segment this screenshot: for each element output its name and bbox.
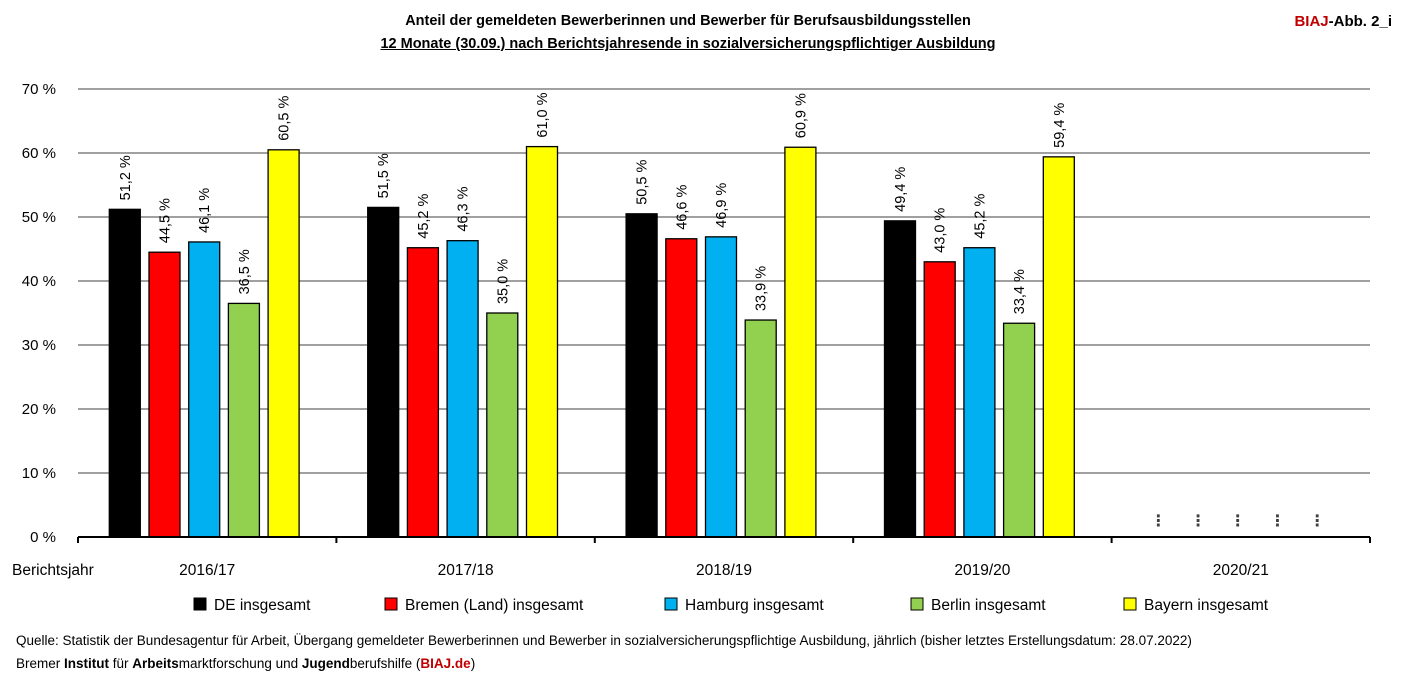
bar — [1002, 322, 1036, 538]
x-tick-label: 2020/21 — [1213, 562, 1269, 579]
source-note: Quelle: Statistik der Bundesagentur für … — [16, 633, 1192, 648]
data-label: 35,0 % — [495, 259, 511, 304]
data-label: 60,9 % — [793, 93, 809, 138]
legend-swatch — [664, 597, 678, 611]
bar — [406, 247, 440, 538]
legend: DE insgesamt Bremen (Land) insgesamt Hambu… — [193, 597, 1269, 614]
title-line-1: Anteil der gemeldeten Bewerberinnen und … — [405, 13, 971, 29]
data-label: 33,4 % — [1012, 269, 1028, 314]
data-label: 49,4 % — [893, 167, 909, 212]
legend-swatch — [910, 597, 924, 611]
x-axis-title: Berichtsjahr — [12, 562, 94, 579]
data-label: 46,9 % — [714, 183, 730, 228]
biaj-link[interactable]: BIAJ.de — [420, 656, 471, 671]
legend-label: Bayern insgesamt — [1144, 597, 1269, 614]
legend-label: DE insgesamt — [214, 597, 311, 614]
y-tick-label: 20 % — [22, 401, 56, 418]
legend-swatch — [1123, 597, 1137, 611]
x-tick-label: 2019/20 — [954, 562, 1010, 579]
legend-label: Berlin insgesamt — [931, 597, 1046, 614]
x-axis: 2016/17 2017/18 2018/19 2019/20 2020/21 Beric… — [12, 536, 1371, 579]
missing-value-marker: ⋮ — [1309, 511, 1325, 530]
data-label: 36,5 % — [237, 249, 253, 294]
chart-title: Anteil der gemeldeten Bewerberinnen und … — [0, 10, 1376, 56]
missing-value-marker: ⋮ — [1230, 511, 1246, 530]
y-tick-label: 60 % — [22, 145, 56, 162]
data-labels: 51,2 % 44,5 % 46,1 % 36,5 % 60,5 % 51,5 % 45,2… — [118, 92, 1325, 530]
data-label: 46,6 % — [674, 185, 690, 230]
y-tick-label: 10 % — [22, 465, 56, 482]
y-tick-label: 40 % — [22, 273, 56, 290]
bar — [227, 302, 261, 538]
x-tick-label: 2017/18 — [438, 562, 494, 579]
figure-badge: BIAJ-Abb. 2_i — [1294, 10, 1392, 33]
data-label: 50,5 % — [635, 160, 651, 205]
bar — [784, 146, 817, 538]
y-tick-label: 30 % — [22, 337, 56, 354]
bar — [188, 241, 221, 538]
missing-value-marker: ⋮ — [1150, 511, 1166, 530]
data-label: 33,9 % — [754, 266, 770, 311]
data-label: 45,2 % — [416, 193, 432, 238]
bar — [883, 220, 917, 538]
y-tick-label: 50 % — [22, 209, 56, 226]
data-label: 43,0 % — [933, 208, 949, 253]
y-axis: 0 % 10 % 20 % 30 % 40 % 50 % 60 % 70 % — [22, 81, 56, 546]
data-label: 59,4 % — [1052, 103, 1068, 148]
bar — [963, 247, 996, 538]
badge-suffix: -Abb. 2_i — [1328, 13, 1392, 30]
bar — [665, 238, 698, 538]
data-label: 46,1 % — [197, 188, 213, 233]
bar — [108, 208, 141, 538]
legend-label: Bremen (Land) insgesamt — [405, 597, 584, 614]
data-label: 45,2 % — [972, 193, 988, 238]
bar — [744, 319, 777, 538]
bar — [486, 312, 519, 538]
data-label: 46,3 % — [456, 186, 472, 231]
missing-value-marker: ⋮ — [1270, 511, 1286, 530]
bar — [367, 206, 400, 538]
legend-swatch — [193, 597, 207, 611]
bar — [267, 149, 300, 538]
legend-swatch — [384, 597, 398, 611]
bar — [148, 251, 181, 538]
bar — [525, 145, 559, 538]
bar — [446, 240, 479, 538]
x-tick-label: 2018/19 — [696, 562, 752, 579]
bar — [625, 213, 658, 538]
data-label: 51,2 % — [118, 155, 134, 200]
bar — [1042, 156, 1075, 538]
bar — [923, 261, 956, 538]
x-tick-label: 2016/17 — [179, 562, 235, 579]
bar — [704, 236, 738, 538]
missing-value-marker: ⋮ — [1190, 511, 1206, 530]
data-label: 61,0 % — [535, 92, 551, 137]
legend-label: Hamburg insgesamt — [685, 597, 824, 614]
y-tick-label: 70 % — [22, 81, 56, 98]
y-tick-label: 0 % — [30, 529, 56, 546]
bars — [108, 145, 1075, 538]
badge-brand: BIAJ — [1294, 13, 1329, 30]
data-label: 60,5 % — [277, 96, 293, 141]
data-label: 51,5 % — [376, 153, 392, 198]
title-line-2: 12 Monate (30.09.) nach Berichtsjahresen… — [380, 36, 996, 52]
data-label: 44,5 % — [158, 198, 174, 243]
institute-credit: Bremer Institut für Arbeitsmarktforschun… — [16, 656, 476, 671]
